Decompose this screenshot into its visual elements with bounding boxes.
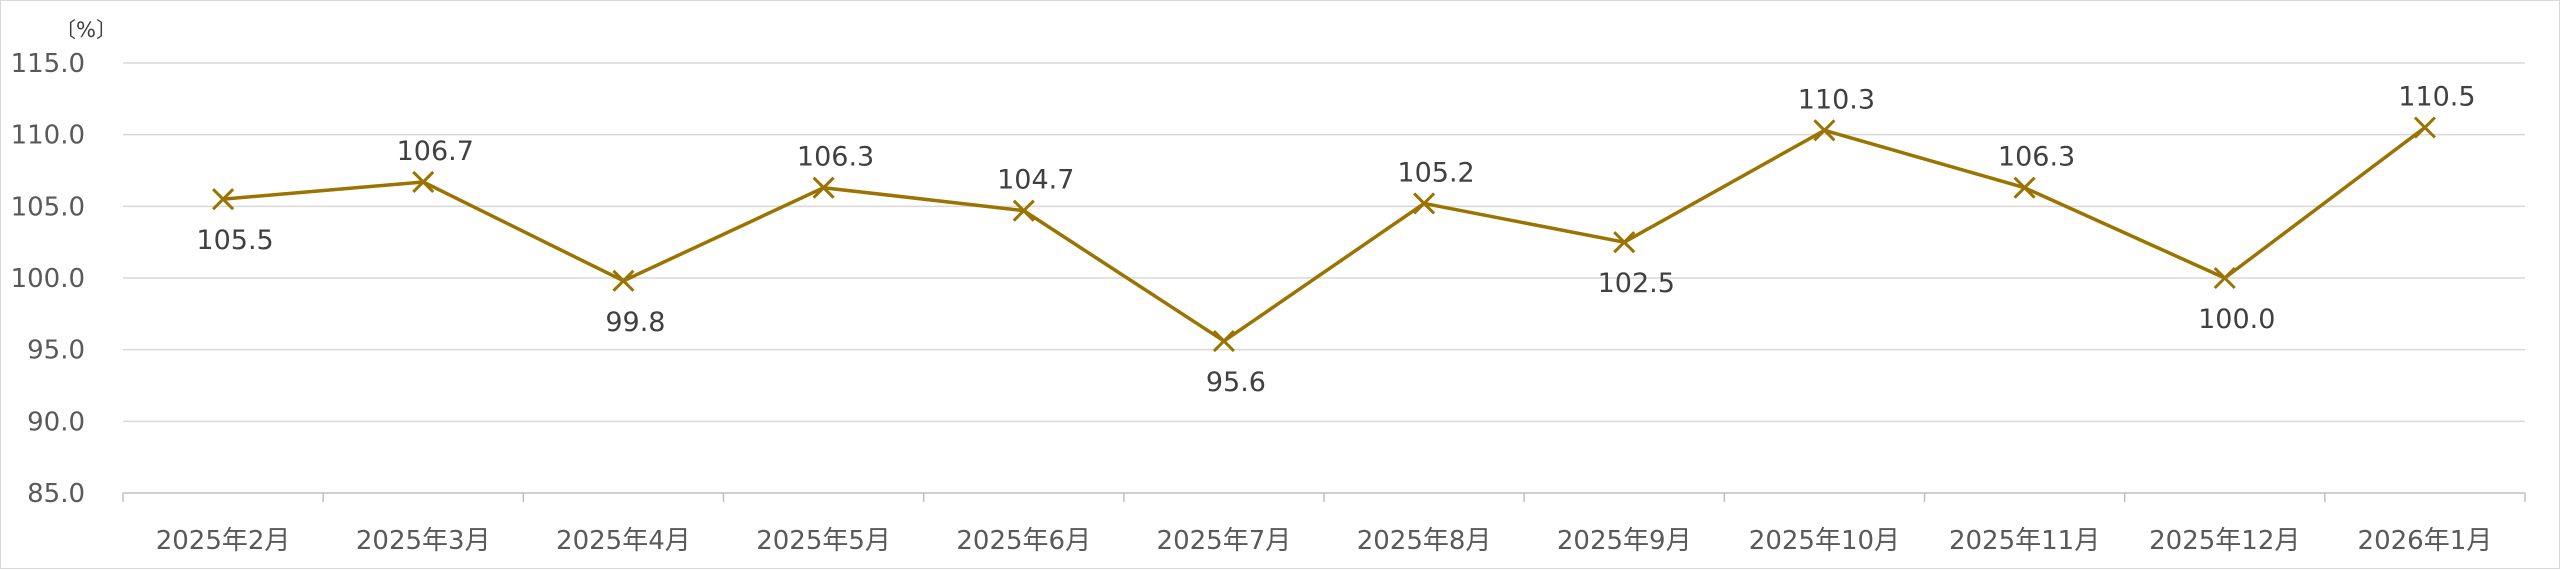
x-tick-label: 2025年4月 (556, 526, 691, 556)
x-marker (2213, 266, 2236, 290)
y-tick-label: 105.0 (11, 192, 85, 222)
x-tick-label: 2025年7月 (1157, 526, 1292, 556)
x-marker (1413, 192, 1436, 215)
x-tick-label: 2025年10月 (1749, 526, 1900, 556)
x-tick-label: 2025年6月 (956, 526, 1091, 556)
x-marker (412, 170, 435, 194)
x-marker (1813, 119, 1836, 142)
series-line (222, 126, 2426, 343)
y-tick-label: 115.0 (11, 49, 85, 79)
x-tick-label: 2026年1月 (2358, 526, 2493, 556)
x-marker (212, 188, 235, 211)
data-label: 110.5 (2398, 82, 2475, 113)
x-marker (1012, 199, 1035, 222)
y-axis-ticks: 85.0 90.0 95.0 100.0 105.0 110.0 115.0 (11, 49, 85, 509)
x-marker (2013, 176, 2036, 199)
x-tick-label: 2025年8月 (1357, 526, 1492, 556)
x-tick-label: 2025年12月 (2149, 526, 2300, 556)
x-tick-label: 2025年5月 (756, 526, 891, 556)
x-tick-label: 2025年9月 (1557, 526, 1692, 556)
data-label: 99.8 (605, 307, 665, 338)
data-label: 102.5 (1598, 268, 1675, 299)
data-label: 95.6 (1206, 367, 1266, 398)
y-tick-label: 90.0 (27, 407, 85, 437)
series-markers (212, 116, 2436, 353)
x-marker (1212, 330, 1235, 353)
data-label: 106.3 (797, 142, 874, 173)
gridlines (123, 62, 2525, 423)
x-marker (2413, 116, 2436, 139)
x-axis-ticks: 2025年2月 2025年3月 2025年4月 2025年5月 2025年6月 2025年… (156, 526, 2493, 556)
data-labels: 105.5 106.7 99.8 106.3 104.7 95.6 105.2 102.5 11… (196, 82, 2475, 399)
x-tick-label: 2025年2月 (156, 526, 291, 556)
data-label: 106.7 (397, 136, 474, 167)
y-tick-label: 95.0 (27, 336, 85, 366)
y-tick-label: 110.0 (11, 121, 85, 151)
y-tick-label: 85.0 (27, 479, 85, 509)
x-marker (812, 176, 835, 199)
series-polyline (222, 126, 2426, 343)
y-tick-label: 100.0 (11, 264, 85, 294)
y-axis-unit-label: 〔%〕 (55, 18, 117, 42)
data-label: 105.2 (1397, 157, 1474, 188)
data-label: 105.5 (196, 225, 273, 256)
data-label: 106.3 (1998, 142, 2075, 173)
x-tick-label: 2025年3月 (356, 526, 491, 556)
data-label: 110.3 (1798, 84, 1875, 115)
x-tick-label: 2025年11月 (1949, 526, 2100, 556)
data-label: 104.7 (997, 165, 1074, 196)
data-label: 100.0 (2198, 304, 2275, 335)
x-marker (612, 269, 635, 292)
axes (122, 492, 2526, 502)
x-marker (1613, 231, 1636, 254)
